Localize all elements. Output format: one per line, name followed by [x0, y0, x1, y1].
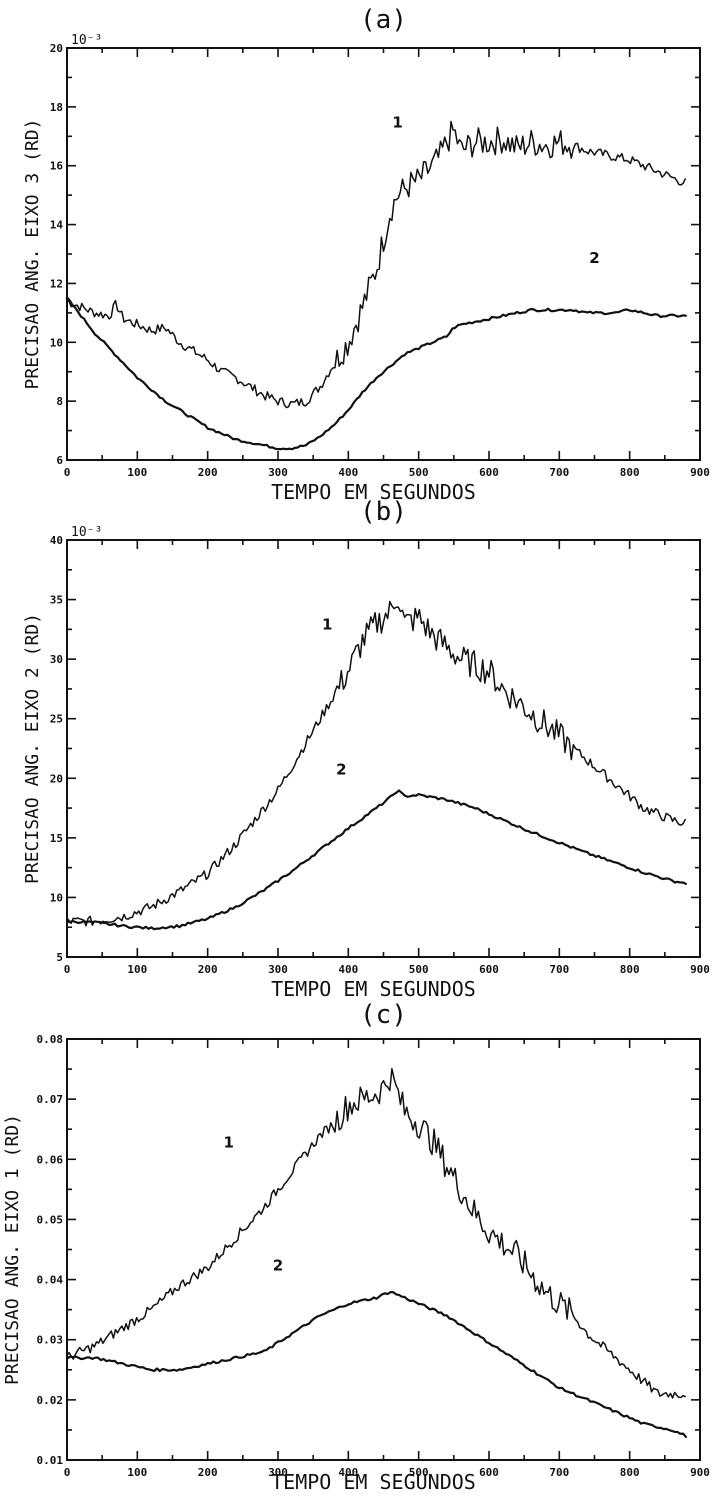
x-tick-label-a: 200 [198, 466, 218, 479]
y-tick-label-c: 0.03 [37, 1334, 64, 1347]
y-tick-label-b: 35 [50, 594, 63, 607]
y-tick-label-a: 20 [50, 42, 63, 55]
y-axis-label-a: PRECISAO ANG. EIXO 3 (RD) [22, 119, 43, 390]
y-tick-label-a: 12 [50, 277, 63, 290]
series-1-line-c [66, 1068, 686, 1399]
x-axis-label-c: TEMPO EM SEGUNDOS [271, 1470, 476, 1494]
y-tick-label-a: 8 [56, 395, 63, 408]
x-tick-label-a: 100 [127, 466, 147, 479]
x-tick-label-c: 100 [127, 1466, 147, 1479]
x-tick-label-a: 500 [409, 466, 429, 479]
y-tick-label-a: 16 [50, 160, 64, 173]
series-2-line-b [65, 789, 687, 931]
x-tick-label-c: 400 [338, 1466, 358, 1479]
series-1-line-a [66, 120, 686, 409]
y-tick-label-c: 0.08 [37, 1033, 64, 1046]
x-tick-label-b: 200 [198, 963, 218, 976]
x-tick-label-b: 700 [549, 963, 569, 976]
x-tick-label-a: 700 [549, 466, 569, 479]
y-tick-label-c: 0.06 [37, 1153, 64, 1166]
multiplier-label-b: 10⁻³ [71, 525, 102, 540]
x-tick-label-c: 700 [549, 1466, 569, 1479]
x-tick-label-b: 900 [690, 963, 710, 976]
x-tick-label-b: 300 [268, 963, 288, 976]
y-tick-label-a: 6 [56, 454, 63, 467]
multiplier-label-a: 10⁻³ [71, 33, 102, 48]
x-tick-label-b: 400 [338, 963, 358, 976]
series-1-line-b [66, 600, 686, 927]
series-2-label-b: 2 [336, 761, 346, 779]
y-tick-label-a: 10 [50, 336, 63, 349]
x-tick-label-c: 600 [479, 1466, 499, 1479]
x-tick-label-b: 500 [409, 963, 429, 976]
y-tick-label-a: 14 [50, 219, 64, 232]
y-tick-label-b: 15 [50, 832, 63, 845]
x-tick-label-c: 500 [409, 1466, 429, 1479]
y-tick-label-b: 10 [50, 891, 63, 904]
x-tick-label-c: 0 [64, 1466, 71, 1479]
series-1-label-a: 1 [392, 113, 402, 131]
series-2-line-a [65, 296, 687, 451]
y-tick-label-a: 18 [50, 101, 63, 114]
x-tick-label-a: 300 [268, 466, 288, 479]
series-1-label-c: 1 [224, 1133, 234, 1151]
x-tick-label-c: 200 [198, 1466, 218, 1479]
y-axis-label-b: PRECISAO ANG. EIXO 2 (RD) [22, 613, 43, 884]
x-tick-label-a: 600 [479, 466, 499, 479]
x-axis-label-b: TEMPO EM SEGUNDOS [271, 977, 476, 1001]
y-axis-label-c: PRECISAO ANG. EIXO 1 (RD) [2, 1114, 23, 1385]
x-tick-label-a: 900 [690, 466, 710, 479]
series-2-line-c [65, 1291, 687, 1438]
x-tick-label-c: 300 [268, 1466, 288, 1479]
x-tick-label-b: 100 [127, 963, 147, 976]
chart-panel-c: (c) 0 100 200 300 400 500 600 700 800 900 0.01 0.02 0… [2, 1000, 710, 1494]
x-tick-label-c: 800 [620, 1466, 640, 1479]
x-tick-label-a: 0 [64, 466, 71, 479]
x-tick-label-c: 900 [690, 1466, 710, 1479]
series-1-label-b: 1 [322, 615, 332, 633]
series-2-label-a: 2 [589, 249, 599, 267]
chart-panel-a: (a)0 100 200 300 400 500 600 700 800 900681012141… [22, 5, 710, 504]
x-tick-label-a: 800 [620, 466, 640, 479]
x-tick-label-a: 400 [338, 466, 358, 479]
y-tick-label-b: 5 [56, 951, 63, 964]
plot-frame-c [66, 1038, 701, 1461]
y-tick-label-b: 25 [50, 713, 63, 726]
y-tick-label-b: 40 [50, 534, 63, 547]
y-tick-label-b: 30 [50, 653, 63, 666]
plot-frame-b [66, 539, 701, 958]
x-tick-label-b: 600 [479, 963, 499, 976]
chart-panel-b: (b) 0 100 200 300 400 500 600 700 800 900 5 10 15 20 25… [22, 497, 710, 1001]
y-tick-label-c: 0.02 [37, 1394, 64, 1407]
y-tick-label-c: 0.01 [37, 1454, 64, 1467]
y-tick-label-c: 0.05 [37, 1213, 64, 1226]
x-axis-label-a: TEMPO EM SEGUNDOS [271, 480, 476, 504]
panel-label-a: (a) [360, 5, 407, 35]
y-tick-label-c: 0.04 [37, 1274, 64, 1287]
panel-label-c: (c) [360, 1000, 407, 1030]
series-2-label-c: 2 [273, 1257, 283, 1275]
x-tick-label-b: 800 [620, 963, 640, 976]
y-tick-label-c: 0.07 [37, 1093, 64, 1106]
panel-label-b: (b) [360, 497, 407, 527]
x-tick-label-b: 0 [64, 963, 71, 976]
y-tick-label-b: 20 [50, 772, 63, 785]
